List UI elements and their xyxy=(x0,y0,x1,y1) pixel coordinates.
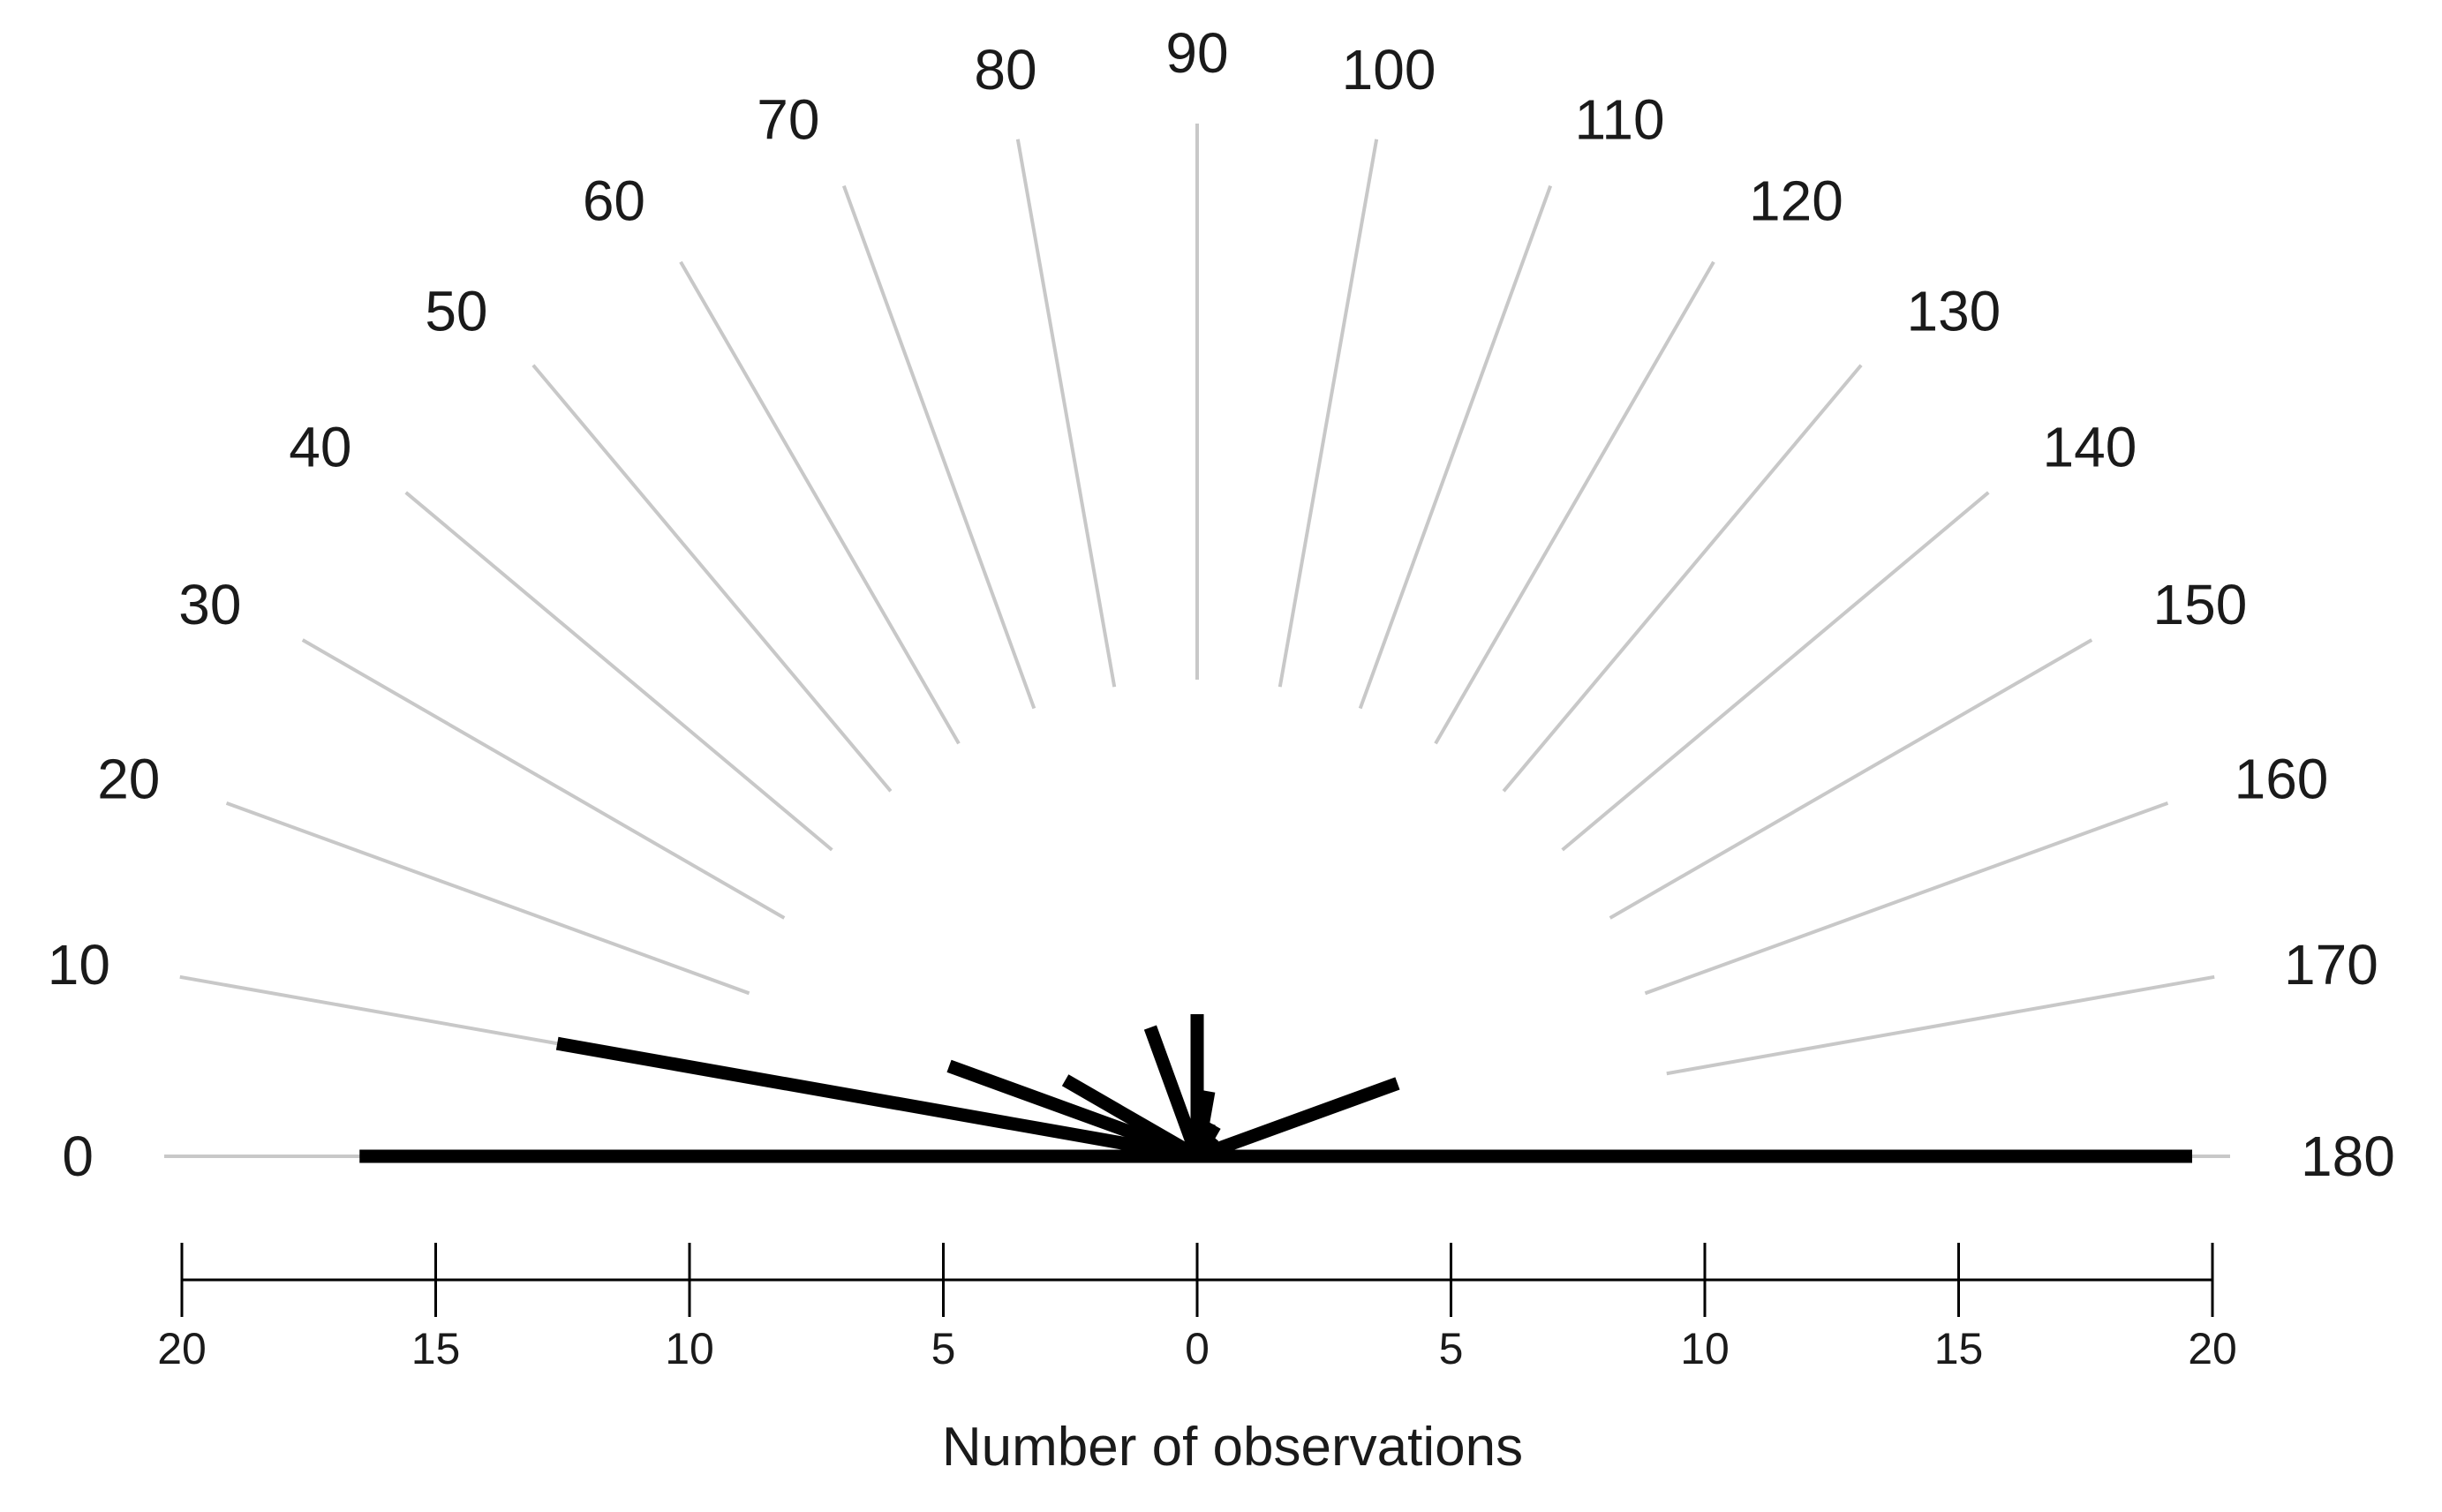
grid-line-50 xyxy=(531,364,893,793)
grid-line-110 xyxy=(1358,184,1553,710)
rose-bar-20 xyxy=(946,1059,1200,1163)
angle-label-0: 0 xyxy=(62,1125,94,1188)
angle-label-140: 140 xyxy=(2043,416,2137,479)
grid-line-60 xyxy=(679,260,961,745)
axis-tick-label-5: 5 xyxy=(1439,1324,1464,1373)
grid-line-40 xyxy=(404,491,833,852)
angle-label-100: 100 xyxy=(1342,38,1436,102)
grid-line-70 xyxy=(841,184,1036,710)
grid-line-80 xyxy=(1015,139,1117,688)
angle-label-110: 110 xyxy=(1575,87,1665,151)
angle-label-40: 40 xyxy=(289,416,351,479)
axis-tick-label-7: 15 xyxy=(1934,1324,1984,1373)
count-axis: 20 15 10 5 0 5 10 15 20 xyxy=(157,1243,2237,1373)
angle-label-130: 130 xyxy=(1906,279,2001,342)
grid-line-100 xyxy=(1278,139,1379,688)
radial-grid xyxy=(164,124,2230,1158)
rose-bars xyxy=(359,1014,2192,1163)
angle-label-170: 170 xyxy=(2284,933,2378,997)
angle-label-90: 90 xyxy=(1165,21,1228,85)
angle-label-180: 180 xyxy=(2301,1125,2395,1188)
axis-tick-label-4: 0 xyxy=(1185,1324,1210,1373)
axis-tick-label-1: 15 xyxy=(411,1324,461,1373)
axis-tick-label-2: 10 xyxy=(665,1324,714,1373)
angle-label-150: 150 xyxy=(2153,573,2248,636)
angle-label-20: 20 xyxy=(97,747,160,810)
grid-line-170 xyxy=(1666,974,2215,1076)
grid-line-150 xyxy=(1609,638,2093,920)
angle-label-120: 120 xyxy=(1749,169,1843,232)
axis-tick-label-8: 20 xyxy=(2188,1324,2237,1373)
grid-line-130 xyxy=(1502,364,1863,793)
rose-bar-70 xyxy=(1143,1025,1204,1159)
axis-tick-label-0: 20 xyxy=(157,1324,207,1373)
angle-label-10: 10 xyxy=(48,933,110,997)
x-axis-title: Number of observations xyxy=(942,1417,1523,1478)
angle-labels: 0 10 20 30 40 50 60 70 80 90 100 110 120 130 140 150 160… xyxy=(48,21,2395,1188)
axis-tick-label-6: 10 xyxy=(1680,1324,1730,1373)
rose-bar-160 xyxy=(1195,1077,1400,1163)
grid-line-140 xyxy=(1561,491,1990,852)
angle-label-80: 80 xyxy=(974,38,1036,102)
grid-line-160 xyxy=(1644,801,2169,996)
rose-bar-10 xyxy=(555,1036,1199,1163)
angle-label-70: 70 xyxy=(757,87,819,151)
axis-tick-label-3: 5 xyxy=(931,1324,956,1373)
grid-line-20 xyxy=(225,801,750,996)
angle-label-160: 160 xyxy=(2235,747,2329,810)
grid-line-120 xyxy=(1434,260,1715,745)
angle-label-50: 50 xyxy=(425,279,487,342)
rose-bar-30 xyxy=(1061,1074,1201,1162)
grid-line-30 xyxy=(301,638,786,920)
angle-label-60: 60 xyxy=(583,169,645,232)
angle-label-30: 30 xyxy=(178,573,241,636)
